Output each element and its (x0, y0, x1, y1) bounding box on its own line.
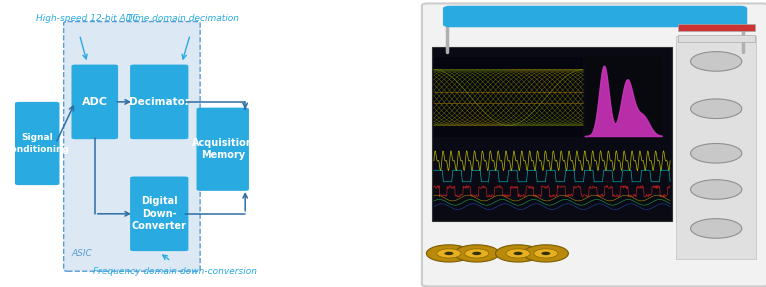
Bar (678, 24, 755, 31)
Circle shape (534, 249, 558, 258)
Text: Frequency domain down-conversion: Frequency domain down-conversion (93, 267, 257, 276)
Bar (434, 57, 583, 137)
Text: Digital
Down-
Converter: Digital Down- Converter (132, 196, 187, 231)
Text: ASIC: ASIC (71, 249, 92, 258)
Text: Time domain decimation: Time domain decimation (126, 14, 239, 23)
Circle shape (691, 52, 741, 71)
FancyBboxPatch shape (197, 108, 249, 191)
Circle shape (472, 252, 481, 255)
Text: ADC: ADC (82, 97, 108, 107)
FancyBboxPatch shape (422, 3, 766, 286)
Bar (584, 57, 662, 137)
Text: Decimator: Decimator (129, 97, 190, 107)
FancyBboxPatch shape (130, 65, 188, 139)
FancyBboxPatch shape (443, 6, 747, 27)
Circle shape (496, 245, 541, 262)
Circle shape (427, 245, 472, 262)
Circle shape (691, 144, 741, 163)
Circle shape (542, 252, 551, 255)
Circle shape (437, 249, 461, 258)
Text: High-speed 12-bit ADC: High-speed 12-bit ADC (35, 14, 139, 23)
Text: Acquisition
Memory: Acquisition Memory (192, 138, 254, 160)
FancyBboxPatch shape (64, 22, 200, 271)
FancyBboxPatch shape (130, 177, 188, 251)
Bar (678, 35, 755, 42)
Circle shape (513, 252, 522, 255)
FancyBboxPatch shape (15, 102, 60, 185)
Circle shape (691, 99, 741, 119)
Bar (432, 47, 673, 221)
Circle shape (465, 249, 489, 258)
Circle shape (506, 249, 530, 258)
Circle shape (691, 219, 741, 238)
Circle shape (691, 180, 741, 199)
FancyBboxPatch shape (71, 65, 118, 139)
Text: Signal
Conditioning: Signal Conditioning (5, 133, 70, 154)
Circle shape (523, 245, 568, 262)
Bar (676, 36, 756, 259)
Circle shape (454, 245, 499, 262)
Circle shape (444, 252, 453, 255)
